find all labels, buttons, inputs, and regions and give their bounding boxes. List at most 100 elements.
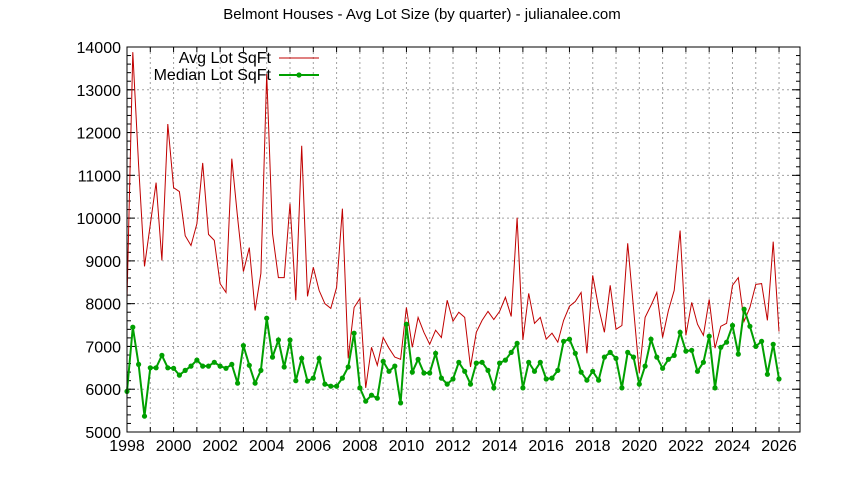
- data-point-marker: [485, 367, 491, 373]
- x-tick-label: 2004: [249, 438, 285, 455]
- data-point-marker: [694, 368, 701, 374]
- data-point-marker: [712, 385, 718, 391]
- x-tick-label: 2000: [156, 438, 192, 455]
- x-tick-label: 2014: [482, 438, 518, 455]
- data-point-marker: [415, 356, 421, 362]
- data-point-marker: [735, 351, 741, 357]
- x-tick-label: 2010: [389, 438, 425, 455]
- data-point-marker: [310, 375, 316, 381]
- data-point-marker: [211, 359, 217, 365]
- data-point-marker: [572, 350, 578, 356]
- data-point-marker: [281, 364, 287, 370]
- y-tick-label: 5000: [85, 425, 121, 442]
- data-point-marker: [531, 368, 538, 374]
- legend: Avg Lot SqFt Median Lot SqFt: [154, 50, 319, 84]
- y-tick-label: 7000: [85, 339, 121, 356]
- data-point-marker: [403, 321, 409, 327]
- x-tick-label: 2026: [761, 438, 797, 455]
- data-point-marker: [759, 338, 765, 344]
- data-point-marker: [514, 340, 520, 346]
- data-point-marker: [293, 378, 299, 384]
- data-point-marker: [444, 381, 450, 387]
- data-point-marker: [619, 385, 625, 391]
- data-point-marker: [357, 385, 363, 391]
- x-tick-label: 1998: [109, 438, 145, 455]
- data-point-marker: [229, 361, 235, 367]
- data-point-marker: [304, 378, 311, 384]
- data-point-marker: [386, 368, 392, 374]
- data-point-marker: [561, 338, 567, 344]
- data-point-marker: [543, 376, 549, 382]
- data-point-marker: [345, 364, 351, 370]
- data-point-marker: [630, 354, 637, 360]
- y-tick-label: 11000: [78, 168, 121, 185]
- y-tick-label: 8000: [85, 297, 121, 314]
- data-point-marker: [217, 363, 223, 369]
- data-point-marker: [625, 349, 631, 355]
- data-point-marker: [334, 383, 340, 389]
- data-point-marker: [136, 361, 142, 367]
- data-point-marker: [665, 356, 672, 362]
- data-point-marker: [264, 315, 270, 321]
- data-point-marker: [368, 392, 375, 398]
- data-point-marker: [223, 365, 229, 371]
- data-point-marker: [473, 360, 479, 366]
- data-point-marker: [380, 358, 386, 364]
- data-point-marker: [584, 377, 590, 383]
- data-point-marker: [194, 357, 200, 363]
- data-point-marker: [153, 365, 159, 371]
- data-point-marker: [479, 359, 485, 365]
- data-point-marker: [654, 354, 660, 360]
- data-point-marker: [240, 343, 246, 349]
- plot-frame: [126, 46, 801, 433]
- x-tick-label: 2006: [296, 438, 332, 455]
- data-point-marker: [700, 359, 707, 365]
- data-point-marker: [374, 395, 380, 401]
- data-point-marker: [642, 363, 648, 369]
- data-point-marker: [613, 355, 619, 361]
- data-point-marker: [706, 333, 712, 339]
- data-point-marker: [205, 363, 212, 369]
- x-tick-label: 2024: [715, 438, 751, 455]
- data-point-marker: [182, 367, 188, 373]
- data-point-marker: [287, 337, 293, 343]
- x-tick-label: 2012: [435, 438, 471, 455]
- data-point-marker: [462, 368, 468, 374]
- y-tick-label: 6000: [85, 382, 121, 399]
- data-point-marker: [724, 339, 730, 345]
- data-point-marker: [648, 336, 654, 342]
- data-point-marker: [316, 355, 322, 361]
- data-point-marker: [275, 337, 281, 343]
- data-point-marker: [269, 354, 276, 360]
- data-point-marker: [537, 359, 543, 365]
- data-point-marker: [456, 359, 462, 365]
- data-point-marker: [438, 375, 444, 381]
- data-point-marker: [677, 329, 683, 335]
- data-point-marker: [718, 344, 724, 350]
- data-point-marker: [770, 341, 776, 347]
- data-point-marker: [764, 371, 771, 377]
- data-point-marker: [130, 324, 136, 330]
- data-point-marker: [409, 369, 415, 375]
- data-point-marker: [339, 375, 345, 381]
- x-tick-label: 2018: [575, 438, 611, 455]
- series-avg-lot-sqft: [126, 52, 780, 388]
- data-point-marker: [235, 380, 241, 386]
- data-point-marker: [502, 357, 508, 363]
- data-point-marker: [246, 362, 252, 368]
- data-point-marker: [450, 376, 456, 382]
- x-tick-label: 2022: [668, 438, 704, 455]
- data-point-marker: [776, 376, 782, 382]
- y-tick-label: 9000: [85, 254, 121, 271]
- data-point-marker: [491, 385, 497, 391]
- data-point-marker: [398, 400, 404, 406]
- data-point-marker: [601, 354, 608, 360]
- data-point-marker: [433, 350, 439, 356]
- chart-title: Belmont Houses - Avg Lot Size (by quarte…: [223, 6, 621, 23]
- x-axis-tick-labels: 1998 2000 2002 2004 2006 2008 2010 2012 2014 2016…: [109, 438, 797, 455]
- data-point-marker: [596, 377, 602, 383]
- data-point-marker: [421, 370, 427, 376]
- data-point-marker: [147, 365, 153, 371]
- x-tick-label: 2002: [202, 438, 238, 455]
